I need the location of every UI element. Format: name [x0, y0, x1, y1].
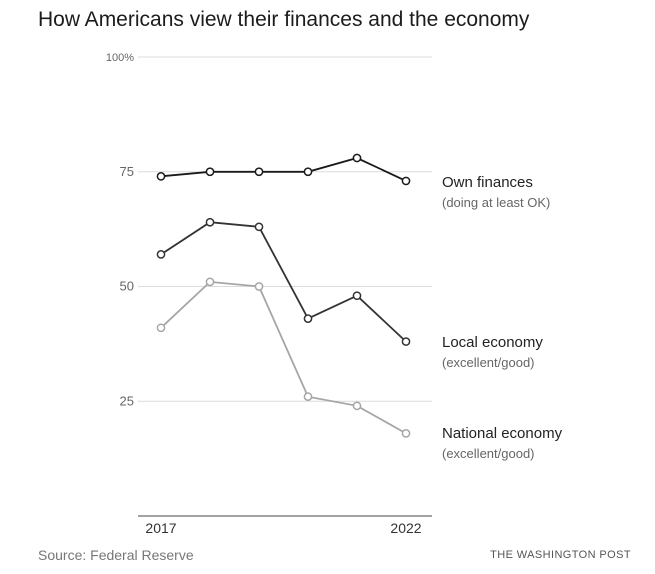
- series-line: [160, 157, 407, 182]
- series-label: Local economy: [442, 334, 543, 351]
- y-tick-label: 100%: [106, 52, 134, 64]
- data-point: [303, 392, 313, 402]
- publisher-credit: THE WASHINGTON POST: [490, 549, 631, 561]
- data-point: [156, 171, 166, 181]
- x-tick-label: 2022: [390, 520, 421, 536]
- x-tick-label: 2017: [145, 520, 176, 536]
- y-axis-ticks: 25 50 75 100%: [106, 52, 134, 408]
- data-point: [205, 167, 215, 177]
- data-point: [401, 176, 411, 186]
- y-tick-label: 50: [120, 279, 134, 294]
- series-lines: [160, 157, 407, 435]
- series-line: [160, 221, 407, 343]
- series-points: [156, 153, 411, 438]
- gridlines: [138, 56, 432, 402]
- data-point: [254, 222, 264, 232]
- data-point: [352, 153, 362, 163]
- y-tick-label: 75: [120, 164, 134, 179]
- data-point: [401, 429, 411, 438]
- data-point: [303, 314, 313, 323]
- data-point: [254, 167, 264, 177]
- data-point: [401, 337, 411, 346]
- series-note: (excellent/good): [442, 446, 535, 461]
- data-point: [156, 250, 166, 259]
- series-labels: Own finances (doing at least OK) Local eco…: [442, 174, 563, 461]
- chart-title: How Americans view their finances and th…: [38, 8, 530, 31]
- series-label: National economy: [442, 425, 563, 442]
- data-point: [156, 323, 166, 333]
- data-point: [352, 291, 362, 301]
- data-point: [254, 282, 264, 291]
- data-point: [303, 167, 313, 177]
- source-note: Source: Federal Reserve: [38, 547, 194, 563]
- y-tick-label: 25: [120, 393, 134, 408]
- data-point: [352, 401, 362, 411]
- data-point: [205, 217, 215, 227]
- series-line: [160, 280, 407, 435]
- series-label: Own finances: [442, 174, 533, 191]
- series-note: (doing at least OK): [442, 195, 550, 210]
- x-axis: 2017 2022: [138, 515, 432, 536]
- data-point: [205, 277, 215, 287]
- series-note: (excellent/good): [442, 355, 535, 370]
